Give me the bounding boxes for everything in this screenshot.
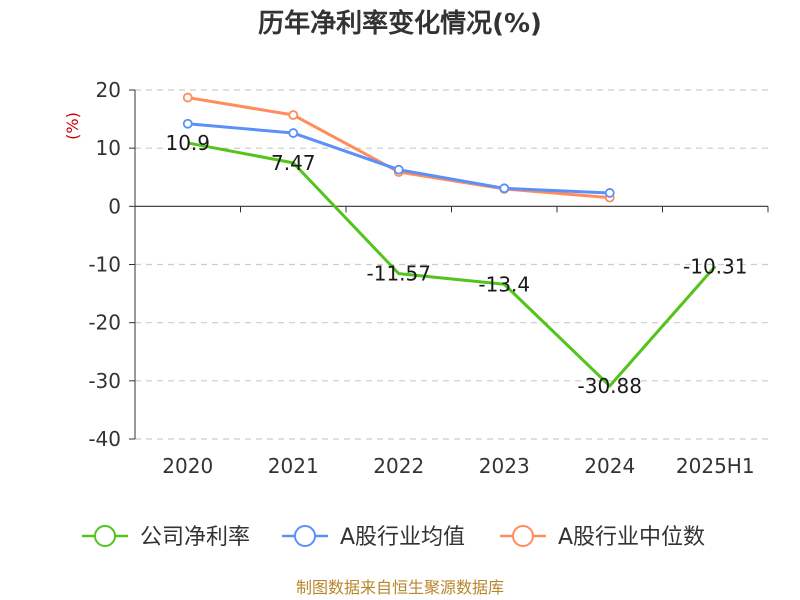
legend-label: A股行业中位数: [558, 525, 705, 550]
series-point: [182, 118, 193, 129]
data-labels: 10.9 7.47 -11.57 -13.4 -30.88 -10.31: [165, 131, 747, 398]
y-axis-unit: (%): [63, 112, 82, 140]
y-tick-label: -10: [88, 253, 121, 277]
data-label: 7.47: [271, 151, 316, 175]
series-point: [499, 183, 510, 194]
data-label: -11.57: [367, 262, 431, 286]
data-label: -30.88: [578, 374, 642, 398]
y-tick-label: 0: [108, 194, 121, 218]
axes: 20 10 0 -10 -20 -30 -40 2020 2021 2022 2023 2024 202…: [88, 78, 769, 478]
legend: 公司净利率 A股行业均值 A股行业中位数: [82, 525, 705, 550]
series-layer: [182, 92, 717, 388]
y-tick-label: 20: [96, 78, 121, 102]
chart-title: 历年净利率变化情况(%): [258, 8, 542, 39]
legend-marker: [94, 525, 116, 547]
data-label: -13.4: [478, 272, 530, 296]
series-point: [288, 128, 299, 138]
x-tick-label: 2024: [584, 454, 635, 478]
x-tick-label: 2022: [373, 454, 424, 478]
legend-marker: [294, 525, 316, 547]
x-tick-label: 2023: [479, 454, 530, 478]
data-label: -10.31: [683, 254, 747, 278]
source-note: 制图数据来自恒生聚源数据库: [296, 578, 504, 597]
y-tick-label: 10: [96, 136, 121, 160]
y-tick-label: -20: [88, 311, 121, 335]
series-line: [187, 141, 717, 388]
legend-label: A股行业均值: [340, 525, 465, 550]
grid: [135, 89, 768, 440]
series-point: [288, 110, 299, 120]
x-tick-label: 2025H1: [676, 454, 755, 478]
y-tick-label: -40: [88, 427, 121, 451]
x-tick-label: 2020: [162, 454, 213, 478]
legend-marker: [512, 525, 534, 547]
series-point: [604, 188, 615, 198]
data-label: 10.9: [165, 131, 210, 155]
series-line: [187, 122, 610, 195]
y-tick-label: -30: [88, 369, 121, 393]
series-point: [182, 92, 193, 103]
x-tick-label: 2021: [268, 454, 319, 478]
series-point: [393, 164, 404, 175]
legend-label: 公司净利率: [140, 525, 250, 550]
